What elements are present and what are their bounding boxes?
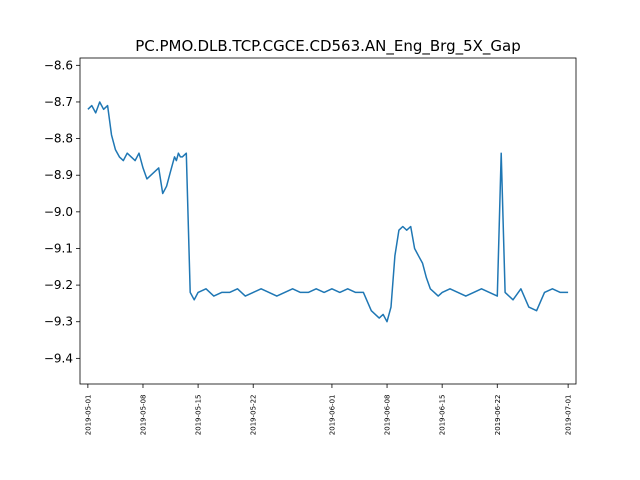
y-axis: −8.6 −8.7 −8.8 −8.9 −9.0 −9.1 −9.2 −9.3 −9.4 bbox=[44, 58, 80, 365]
chart-title: PC.PMO.DLB.TCP.CGCE.CD563.AN_Eng_Brg_5X_… bbox=[135, 37, 521, 56]
x-tick-label: 2019-05-22 bbox=[250, 395, 258, 436]
x-tick-label: 2019-06-01 bbox=[328, 395, 336, 436]
x-tick-label: 2019-05-08 bbox=[139, 395, 147, 436]
y-tick-label: −9.1 bbox=[44, 241, 73, 255]
y-tick-label: −9.4 bbox=[44, 351, 73, 365]
y-tick-label: −8.9 bbox=[44, 168, 73, 182]
y-tick-label: −8.8 bbox=[44, 132, 73, 146]
y-tick-label: −9.2 bbox=[44, 278, 73, 292]
y-tick-label: −8.6 bbox=[44, 58, 73, 72]
y-tick-label: −9.0 bbox=[44, 205, 73, 219]
x-tick-label: 2019-05-01 bbox=[84, 395, 92, 436]
x-axis: 2019-05-01 2019-05-08 2019-05-15 2019-05-22… bbox=[84, 384, 573, 436]
plot-area-frame bbox=[79, 57, 577, 385]
x-tick-label: 2019-06-22 bbox=[494, 395, 502, 436]
x-tick-label: 2019-07-01 bbox=[565, 395, 573, 436]
y-tick-label: −9.3 bbox=[44, 315, 73, 329]
y-tick-label: −8.7 bbox=[44, 95, 73, 109]
x-tick-label: 2019-06-08 bbox=[384, 395, 392, 436]
series-layer bbox=[87, 101, 569, 323]
series-line bbox=[87, 101, 569, 323]
x-tick-label: 2019-06-15 bbox=[439, 395, 447, 436]
x-tick-label: 2019-05-15 bbox=[195, 395, 203, 436]
